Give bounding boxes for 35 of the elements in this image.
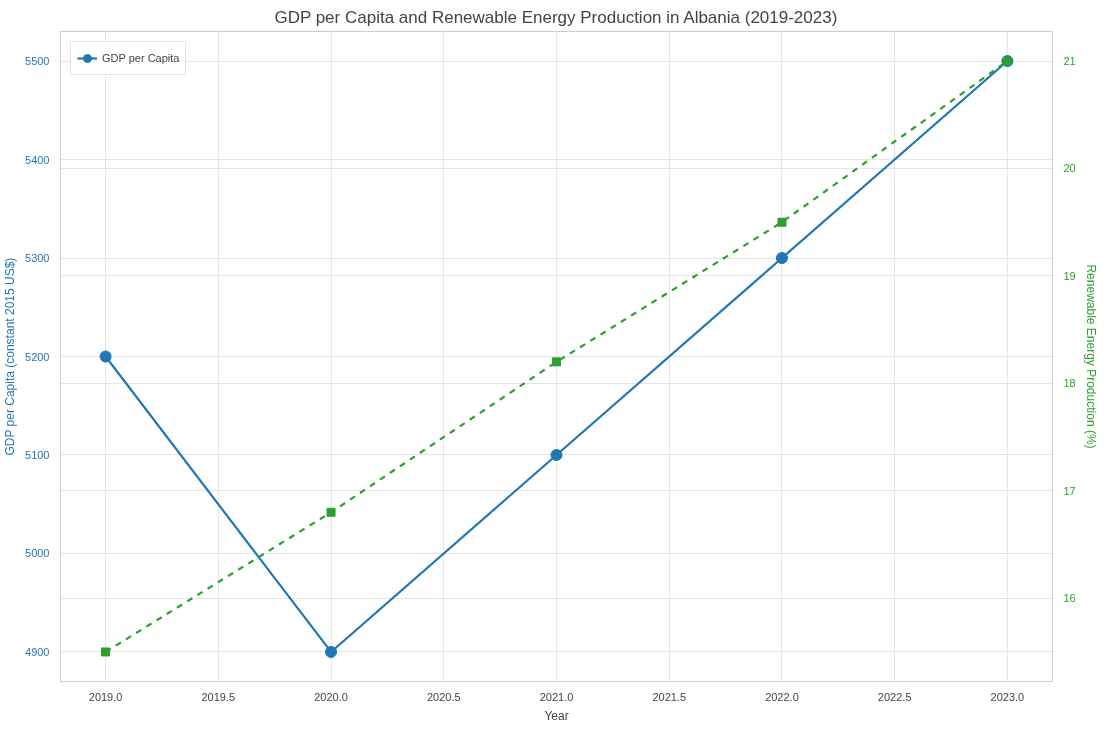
point	[325, 645, 338, 658]
point	[99, 350, 112, 363]
y-tick-label: 5200	[25, 350, 50, 363]
y2-tick-label: 17	[1063, 484, 1076, 497]
y-tick-label: 5000	[25, 547, 50, 560]
x-tick-label: 2020.0	[314, 690, 348, 703]
x-axis-title: Year	[544, 708, 569, 723]
x-tick-label: 2022.5	[877, 690, 912, 703]
y-tick-label: 4900	[25, 645, 50, 658]
x-tick-label: 2019.0	[88, 690, 123, 703]
y-tick-label: 5100	[25, 448, 50, 461]
y2-tick-label: 21	[1063, 55, 1076, 68]
point	[550, 449, 563, 461]
y2-tick-label: 16	[1063, 592, 1076, 605]
y2-tick-label: 20	[1063, 162, 1076, 175]
point	[777, 217, 787, 227]
point	[101, 647, 111, 657]
y-axis-title: GDP per Capita (constant 2015 US$)	[3, 257, 18, 456]
x-tick-label: 2020.5	[426, 690, 461, 703]
point	[326, 507, 336, 517]
y2-tick-label: 19	[1063, 269, 1076, 282]
y2-tick-label: 18	[1063, 377, 1076, 390]
y2-axis-title: Renewable Energy Production (%)	[1083, 264, 1098, 449]
point	[775, 252, 788, 264]
x-tick-label: 2022.0	[765, 690, 799, 703]
x-tick-label: 2023.0	[990, 690, 1025, 703]
point	[552, 357, 561, 367]
y-tick-label: 5300	[25, 252, 50, 265]
x-tick-label: 2021.0	[539, 690, 574, 703]
y-tick-label: 5400	[25, 153, 50, 166]
x-tick-label: 2019.5	[201, 690, 236, 703]
chart-title: GDP per Capita and Renewable Energy Production in Albania (2019-2023)	[274, 7, 838, 27]
legend-label: GDP per Capita	[102, 52, 180, 64]
y-tick-label: 5500	[25, 55, 50, 68]
x-tick-label: 2021.5	[652, 690, 687, 703]
